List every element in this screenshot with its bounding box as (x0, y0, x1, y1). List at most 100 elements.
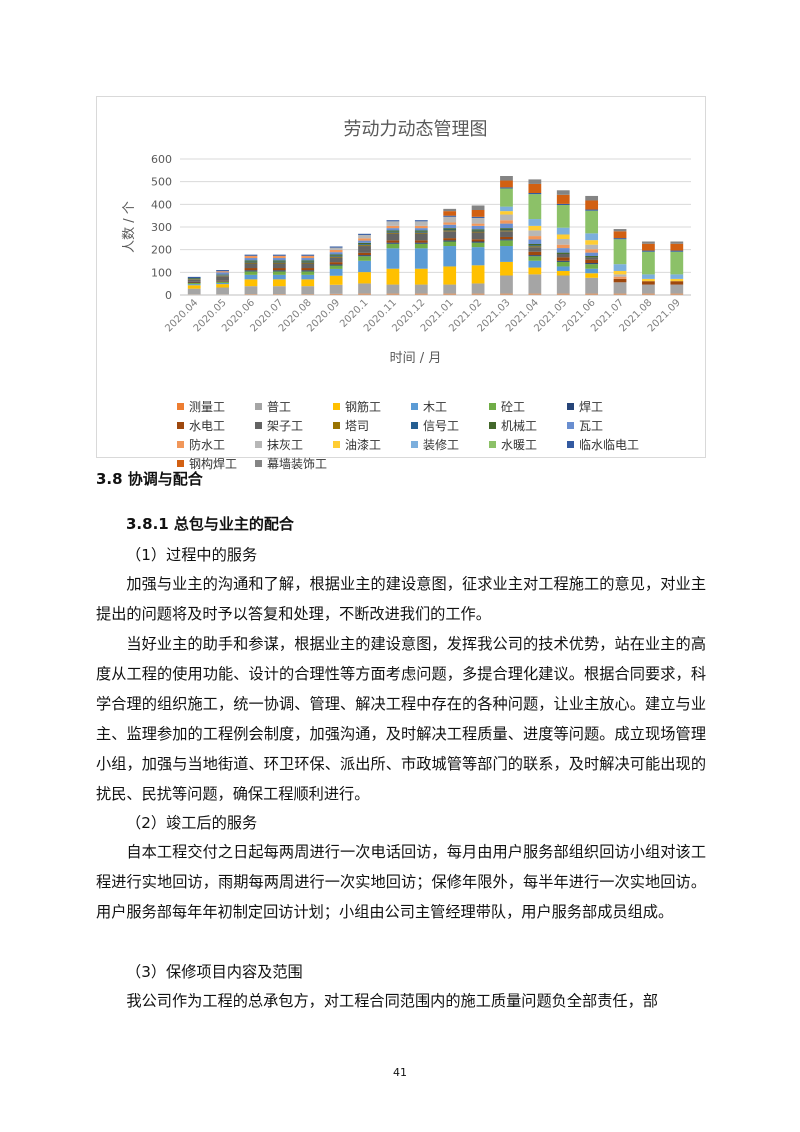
x-axis-label: 时间 / 月 (390, 351, 442, 366)
bar-segment (585, 209, 599, 211)
bar-segment (642, 251, 655, 275)
bar-segment (187, 278, 201, 279)
bar-segment (500, 229, 513, 231)
legend-label: 砼工 (501, 400, 526, 414)
subheading-process-service: （1）过程中的服务 (126, 546, 258, 564)
bar-segment (556, 257, 570, 261)
bar-segment (443, 293, 457, 295)
labor-chart: 劳动力动态管理图 0 100 200 300 400 500 600 人数 / 个 2020.04… (96, 96, 706, 471)
bar-segment (216, 282, 229, 285)
bar-segment (585, 293, 599, 295)
legend-item: 幕墙装饰工 (255, 455, 333, 472)
bar-segment (585, 256, 599, 258)
bar-segment (642, 281, 655, 285)
legend-item: 临水临电工 (567, 436, 645, 453)
bar-segment (642, 250, 655, 252)
bar-segment (613, 293, 627, 295)
legend-swatch (567, 403, 574, 410)
legend-label: 塔司 (345, 419, 370, 433)
bar-segment (358, 242, 371, 245)
bar-segment (301, 270, 315, 272)
bar-segment (585, 257, 599, 260)
bar-segment (358, 293, 371, 295)
bar-segment (301, 254, 315, 256)
bar-segment (329, 254, 343, 256)
bar-segment (471, 230, 485, 232)
y-tick-label: 600 (151, 153, 172, 166)
bar-segment (414, 242, 428, 244)
legend-item: 信号工 (411, 417, 489, 434)
bar-segment (216, 276, 229, 281)
bar-segment (670, 274, 684, 279)
legend-item: 瓦工 (567, 417, 645, 434)
bar-segment (187, 276, 201, 278)
bar-segment (272, 274, 286, 280)
legend-item: 水暖工 (489, 436, 567, 453)
bar-segment (443, 228, 457, 230)
legend-item: 架子工 (255, 417, 333, 434)
bar-segment (301, 255, 315, 259)
legend-swatch (177, 422, 184, 429)
bar-segment (500, 293, 513, 295)
bar-segment (216, 274, 229, 276)
bar-segment (414, 243, 428, 249)
legend-label: 水电工 (189, 419, 226, 433)
bar-segment (244, 270, 258, 272)
bar-segment (443, 224, 457, 229)
bar-segment (443, 230, 457, 232)
bar-segment (272, 262, 286, 264)
legend-label: 架子工 (267, 419, 304, 433)
bar-segment (386, 242, 400, 244)
bar-segment (329, 247, 343, 250)
bar-segment (329, 262, 343, 265)
bar-segment (414, 284, 428, 294)
bar-segment (556, 261, 570, 267)
bar-segment (443, 240, 457, 242)
bar-segment (500, 220, 513, 224)
bar-segment (216, 284, 229, 288)
bar-segment (613, 264, 627, 271)
bar-segment (414, 268, 428, 285)
bar-segment (443, 229, 457, 231)
bar-segment (471, 293, 485, 295)
bar-segment (556, 293, 570, 295)
bar-segment (670, 284, 684, 294)
legend-label: 幕墙装饰工 (267, 457, 328, 471)
bar-segment (244, 262, 258, 264)
legend-label: 焊工 (579, 400, 604, 414)
bar-segment (187, 279, 201, 282)
bar-segment (556, 190, 570, 195)
bar-segment (329, 255, 343, 257)
bar-segment (358, 238, 371, 241)
bar-segment (500, 275, 513, 294)
bar-segment (556, 248, 570, 253)
bar-segment (471, 247, 485, 266)
bar-segment (187, 282, 201, 285)
bar-segment (414, 220, 428, 222)
bar-segment (471, 283, 485, 294)
bar-segment (414, 231, 428, 233)
legend-item: 抹灰工 (255, 436, 333, 453)
legend-swatch (567, 422, 574, 429)
legend-label: 临水临电工 (579, 438, 640, 452)
bar-segment (500, 211, 513, 215)
bar-segment (528, 245, 542, 247)
bar-segment (613, 231, 627, 239)
bar-segment (585, 200, 599, 210)
bar-segment (528, 256, 542, 261)
bar-segment (216, 287, 229, 295)
bar-segment (329, 249, 343, 253)
bar-segment (301, 271, 315, 275)
bar-segment (414, 230, 428, 232)
bar-segment (329, 293, 343, 295)
bar-segment (244, 261, 258, 263)
bar-segment (585, 268, 599, 274)
bar-segment (528, 267, 542, 275)
legend-item: 普工 (255, 398, 333, 415)
bar-segment (358, 256, 371, 261)
legend-swatch (411, 441, 418, 448)
legend-row: 水电工 架子工 塔司 信号工 机械工 瓦工 (177, 416, 677, 435)
bar-segment (386, 240, 400, 243)
bar-segment (471, 229, 485, 231)
chart-title: 劳动力动态管理图 (344, 119, 488, 140)
